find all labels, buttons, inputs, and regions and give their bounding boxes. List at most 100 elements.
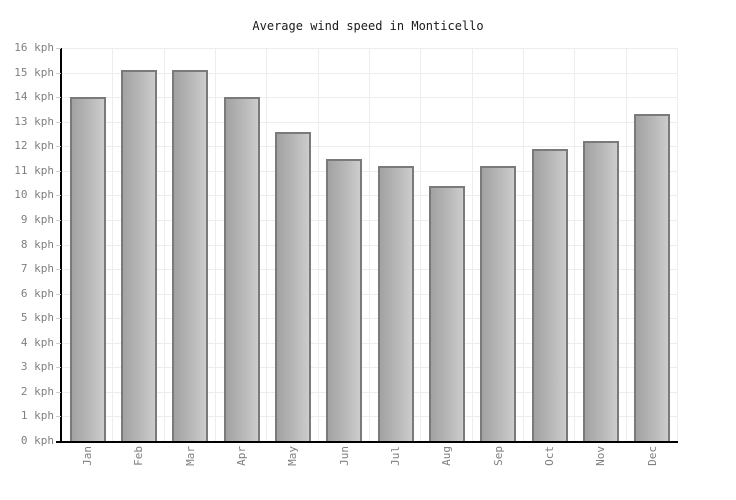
h-gridline — [62, 121, 678, 123]
x-label-slot: May — [267, 446, 318, 490]
bar-dec — [634, 114, 671, 441]
x-month-label: May — [286, 446, 300, 466]
v-gridline — [369, 48, 370, 441]
y-tick — [56, 121, 61, 123]
y-tick — [56, 318, 61, 320]
h-gridline — [62, 293, 678, 295]
v-gridline — [625, 48, 627, 441]
h-gridline — [62, 391, 678, 393]
y-tick-label: 0 kph — [20, 434, 54, 447]
y-tick-label: 16 kph — [14, 41, 54, 54]
bar-jul — [377, 165, 414, 441]
y-tick — [56, 72, 61, 74]
y-tick — [56, 367, 61, 369]
v-gridline — [112, 48, 114, 441]
y-tick-label: 1 kph — [20, 409, 54, 423]
y-tick-label: 15 kph — [14, 65, 54, 79]
bar-nov — [583, 141, 619, 441]
bar-aug — [429, 185, 465, 441]
x-label-slot: Dec — [627, 446, 678, 490]
bar-may — [275, 131, 311, 441]
y-tick — [56, 244, 61, 246]
y-tick-label: 14 kph — [14, 90, 54, 104]
x-axis-line — [56, 441, 678, 443]
y-tick-label: 13 kph — [14, 114, 54, 128]
x-label-slot: Apr — [216, 446, 267, 490]
h-gridline — [62, 146, 678, 148]
y-tick-label: 9 kph — [20, 212, 54, 226]
y-tick — [56, 219, 61, 221]
h-gridline — [62, 219, 678, 221]
h-gridline — [62, 416, 678, 418]
x-label-slot: Jan — [62, 446, 113, 490]
y-tick — [56, 391, 61, 393]
x-label-slot: Sep — [473, 446, 524, 490]
h-gridline — [62, 97, 678, 99]
y-tick-label: 6 kph — [20, 286, 54, 300]
y-tick-label: 3 kph — [20, 360, 54, 374]
y-tick — [56, 269, 61, 271]
h-gridline — [62, 367, 678, 369]
x-month-label: Mar — [183, 446, 197, 466]
x-month-label: Apr — [235, 446, 249, 466]
h-gridline — [62, 269, 678, 271]
y-tick — [56, 170, 61, 172]
v-gridline — [420, 48, 422, 441]
y-tick — [56, 48, 61, 49]
v-gridline — [471, 48, 473, 441]
y-tick-label: 10 kph — [14, 188, 54, 202]
y-tick-label: 4 kph — [20, 335, 54, 349]
chart-title: Average wind speed in Monticello — [252, 19, 484, 33]
x-label-slot: Jun — [319, 446, 370, 490]
y-tick-label: 11 kph — [14, 163, 54, 177]
plot-area — [62, 48, 678, 441]
bar-jun — [326, 158, 363, 441]
x-label-slot: Oct — [524, 446, 575, 490]
y-tick — [56, 416, 61, 418]
x-month-label: Jun — [337, 446, 351, 466]
y-tick-label: 5 kph — [20, 311, 54, 325]
y-tick — [56, 293, 61, 295]
y-tick-label: 2 kph — [20, 384, 54, 398]
h-gridline — [62, 342, 678, 344]
h-gridline — [62, 244, 678, 246]
y-axis-line — [60, 48, 62, 443]
v-gridline — [215, 48, 216, 441]
bar-mar — [172, 70, 209, 441]
y-tick — [56, 146, 61, 148]
h-gridline — [62, 170, 678, 172]
bar-apr — [223, 97, 260, 441]
v-gridline — [266, 48, 268, 441]
x-month-label: Sep — [491, 446, 505, 466]
x-month-label: Oct — [543, 446, 557, 466]
y-tick-label: 8 kph — [20, 237, 54, 251]
x-label-slot: Aug — [421, 446, 472, 490]
v-gridline — [677, 48, 678, 441]
x-month-label: Nov — [594, 446, 608, 466]
x-label-slot: Mar — [165, 446, 216, 490]
h-gridline — [62, 72, 678, 74]
h-gridline — [62, 195, 678, 197]
y-tick — [56, 97, 61, 99]
y-tick-label: 7 kph — [20, 262, 54, 276]
x-month-label: Jan — [81, 446, 95, 466]
y-tick-label: 12 kph — [14, 139, 54, 153]
x-label-slot: Feb — [113, 446, 164, 490]
x-month-label: Feb — [132, 446, 146, 466]
v-gridline — [317, 48, 319, 441]
bar-jan — [69, 97, 106, 441]
x-month-label: Aug — [440, 446, 454, 466]
bar-oct — [531, 148, 568, 441]
v-gridline — [523, 48, 524, 441]
h-gridline — [62, 318, 678, 320]
x-month-label: Dec — [645, 446, 659, 466]
bar-feb — [121, 70, 157, 441]
bar-sep — [480, 165, 517, 441]
v-gridline — [574, 48, 576, 441]
x-month-label: Jul — [389, 446, 403, 466]
y-tick — [56, 195, 61, 197]
x-label-slot: Jul — [370, 446, 421, 490]
y-tick — [56, 342, 61, 344]
x-label-slot: Nov — [575, 446, 626, 490]
